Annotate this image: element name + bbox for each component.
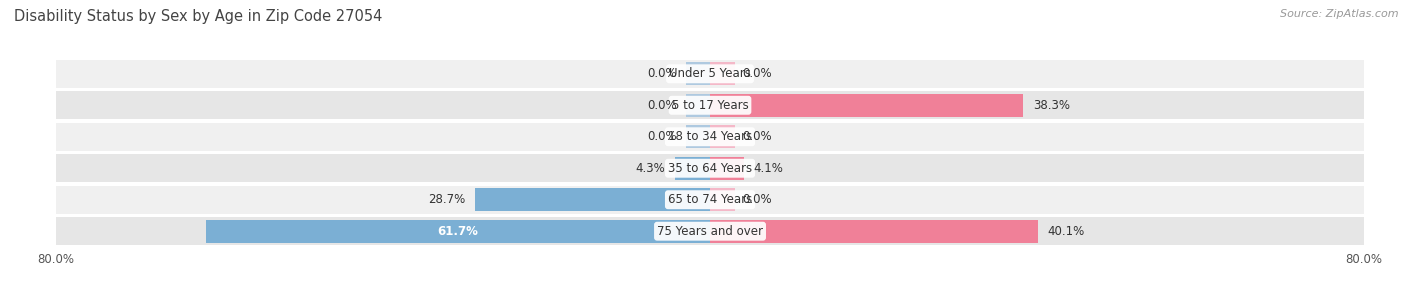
Text: 38.3%: 38.3% bbox=[1033, 99, 1070, 112]
Bar bbox=[710, 220, 1038, 242]
Text: 0.0%: 0.0% bbox=[742, 67, 772, 80]
Text: 75 Years and over: 75 Years and over bbox=[657, 225, 763, 238]
Bar bbox=[205, 220, 710, 242]
Bar bbox=[475, 188, 710, 211]
Bar bbox=[56, 217, 1364, 245]
Text: Source: ZipAtlas.com: Source: ZipAtlas.com bbox=[1281, 9, 1399, 19]
Text: 0.0%: 0.0% bbox=[648, 99, 678, 112]
Text: 5 to 17 Years: 5 to 17 Years bbox=[672, 99, 748, 112]
Bar bbox=[56, 60, 1364, 88]
Bar bbox=[710, 94, 1024, 117]
Text: 28.7%: 28.7% bbox=[429, 193, 465, 206]
Text: 0.0%: 0.0% bbox=[648, 130, 678, 143]
Bar bbox=[686, 125, 710, 148]
Bar bbox=[686, 63, 710, 85]
Text: 0.0%: 0.0% bbox=[742, 130, 772, 143]
Bar bbox=[710, 63, 734, 85]
Bar bbox=[686, 94, 710, 117]
Bar bbox=[56, 154, 1364, 182]
Bar bbox=[56, 92, 1364, 119]
Text: 40.1%: 40.1% bbox=[1047, 225, 1085, 238]
Bar bbox=[710, 125, 734, 148]
Bar bbox=[56, 123, 1364, 151]
Text: 65 to 74 Years: 65 to 74 Years bbox=[668, 193, 752, 206]
Bar bbox=[710, 157, 744, 180]
Text: 35 to 64 Years: 35 to 64 Years bbox=[668, 162, 752, 175]
Text: 4.3%: 4.3% bbox=[636, 162, 665, 175]
Text: 4.1%: 4.1% bbox=[754, 162, 783, 175]
Text: Under 5 Years: Under 5 Years bbox=[669, 67, 751, 80]
Text: 0.0%: 0.0% bbox=[742, 193, 772, 206]
Text: 18 to 34 Years: 18 to 34 Years bbox=[668, 130, 752, 143]
Bar bbox=[675, 157, 710, 180]
Text: 0.0%: 0.0% bbox=[648, 67, 678, 80]
Text: Disability Status by Sex by Age in Zip Code 27054: Disability Status by Sex by Age in Zip C… bbox=[14, 9, 382, 24]
Bar bbox=[56, 186, 1364, 214]
Text: 61.7%: 61.7% bbox=[437, 225, 478, 238]
Bar bbox=[710, 188, 734, 211]
